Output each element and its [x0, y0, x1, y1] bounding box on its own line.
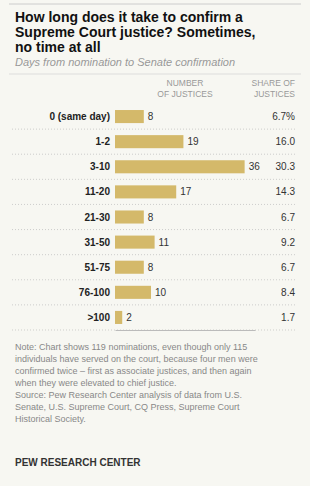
- subtitle: Days from nomination to Senate confirmat…: [15, 56, 235, 68]
- column-header: SHARE OFJUSTICES: [252, 78, 296, 99]
- share-label: 9.2: [281, 237, 295, 248]
- text-line: SHARE OF: [252, 78, 295, 88]
- bar: [115, 135, 183, 148]
- row-separator: [12, 204, 297, 205]
- bar: [115, 185, 176, 198]
- text-line: Note: Chart shows 119 nominations, even …: [15, 342, 247, 352]
- top-border: [9, 4, 301, 5]
- category-label: 1-2: [96, 136, 111, 147]
- row-separator: [12, 154, 297, 155]
- category-label: >100: [87, 312, 110, 323]
- category-label: 3-10: [90, 161, 110, 172]
- note: Note: Chart shows 119 nominations, even …: [14, 342, 258, 424]
- row-separator: [12, 179, 297, 180]
- bar: [115, 110, 144, 123]
- share-label: 30.3: [276, 161, 296, 172]
- text-line: confirmed twice – first as associate jus…: [15, 366, 252, 376]
- labels: 0 (same day) 8 6.7% 1-2 19 16.0 3-10 36 30.3 11-2…: [49, 111, 295, 323]
- text-line: Historical Society.: [15, 414, 86, 424]
- category-label: 21-30: [84, 212, 110, 223]
- share-label: 16.0: [276, 136, 296, 147]
- bar: [115, 160, 245, 173]
- text-line: no time at all: [15, 39, 101, 55]
- bar: [115, 210, 144, 223]
- category-label: 31-50: [84, 237, 110, 248]
- category-label: 51-75: [84, 262, 110, 273]
- bar: [115, 261, 144, 274]
- text-line: OF JUSTICES: [157, 89, 213, 99]
- text-line: How long does it take to confirm a: [15, 9, 243, 25]
- row-separator: [12, 304, 297, 305]
- category-label: 11-20: [85, 186, 110, 197]
- category-label: 0 (same day): [49, 111, 110, 122]
- text-line: Supreme Court justice? Sometimes,: [15, 24, 255, 40]
- data-label: 10: [155, 287, 167, 298]
- row-separator: [12, 279, 297, 280]
- text-line: NUMBER: [167, 78, 204, 88]
- chart: How long does it take to confirm aSuprem…: [0, 0, 310, 486]
- column-header: NUMBEROF JUSTICES: [157, 78, 213, 99]
- brand: PEW RESEARCH CENTER: [15, 457, 141, 468]
- data-label: 2: [126, 312, 132, 323]
- axis-line: [116, 330, 256, 331]
- category-label: 76-100: [79, 287, 111, 298]
- data-label: 36: [249, 161, 261, 172]
- share-label: 6.7%: [272, 111, 295, 122]
- title: How long does it take to confirm aSuprem…: [15, 9, 255, 55]
- bars: [115, 110, 245, 324]
- row-separator: [12, 229, 297, 230]
- row-separator: [12, 129, 297, 130]
- row-separator: [12, 330, 297, 331]
- row-separators: [12, 129, 297, 330]
- text-line: individuals have served on the court, be…: [15, 354, 258, 364]
- share-label: 14.3: [276, 186, 296, 197]
- share-label: 8.4: [281, 287, 295, 298]
- bar: [115, 236, 155, 249]
- text-line: Source: Pew Research Center analysis of …: [15, 390, 242, 400]
- share-label: 6.7: [281, 262, 295, 273]
- data-label: 17: [180, 186, 192, 197]
- data-label: 11: [159, 237, 170, 248]
- share-label: 1.7: [281, 312, 295, 323]
- x-axis: [116, 330, 256, 331]
- data-label: 8: [148, 111, 154, 122]
- data-label: 8: [148, 212, 154, 223]
- text-line: when they were elevated to chief justice…: [14, 378, 177, 388]
- bar: [115, 286, 151, 299]
- bar: [115, 311, 122, 324]
- text-line: Senate, U.S. Supreme Court, CQ Press, Su…: [15, 402, 240, 412]
- row-separator: [12, 254, 297, 255]
- separator: [9, 74, 301, 75]
- share-label: 6.7: [281, 212, 295, 223]
- data-label: 19: [187, 136, 199, 147]
- text-line: JUSTICES: [254, 89, 295, 99]
- data-label: 8: [148, 262, 154, 273]
